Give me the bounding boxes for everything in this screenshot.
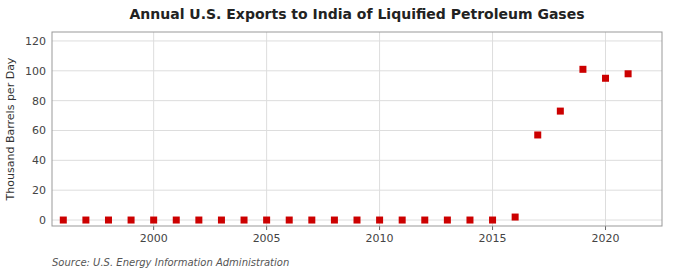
chart-svg: Annual U.S. Exports to India of Liquifie… xyxy=(0,0,675,275)
y-tick-label: 80 xyxy=(32,95,46,108)
x-tick-label: 2000 xyxy=(140,232,168,245)
point xyxy=(534,131,541,138)
x-tick xyxy=(266,226,267,230)
point xyxy=(286,217,293,224)
x-tick xyxy=(492,226,493,230)
x-tick xyxy=(153,226,154,230)
x-grid-line xyxy=(605,32,606,226)
y-grid-line xyxy=(52,130,662,131)
point xyxy=(489,217,496,224)
x-tick xyxy=(605,226,606,230)
point xyxy=(173,217,180,224)
point xyxy=(354,217,361,224)
point xyxy=(218,217,225,224)
x-tick-label: 2010 xyxy=(366,232,394,245)
point xyxy=(444,217,451,224)
source-note: Source: U.S. Energy Information Administ… xyxy=(52,257,289,268)
x-tick-label: 2020 xyxy=(592,232,620,245)
y-tick-label: 100 xyxy=(25,65,46,78)
y-tick-label: 60 xyxy=(32,124,46,137)
point xyxy=(241,217,248,224)
point xyxy=(557,108,564,115)
y-grid-line xyxy=(52,100,662,101)
point xyxy=(466,217,473,224)
y-grid-line xyxy=(52,190,662,191)
point xyxy=(308,217,315,224)
points xyxy=(60,66,632,224)
point xyxy=(331,217,338,224)
x-tick xyxy=(379,226,380,230)
point xyxy=(105,217,112,224)
y-tick-label: 0 xyxy=(39,214,46,227)
y-tick-label: 120 xyxy=(25,35,46,48)
point xyxy=(421,217,428,224)
point xyxy=(625,70,632,77)
x-grid-line xyxy=(266,32,267,226)
y-tick-label: 40 xyxy=(32,154,46,167)
y-tick-label: 20 xyxy=(32,184,46,197)
point xyxy=(579,66,586,73)
point xyxy=(602,75,609,82)
point xyxy=(82,217,89,224)
y-axis-label: Thousand Barrels per Day xyxy=(4,57,17,201)
x-tick-label: 2015 xyxy=(479,232,507,245)
point xyxy=(263,217,270,224)
x-tick-label: 2005 xyxy=(253,232,281,245)
point xyxy=(195,217,202,224)
point xyxy=(399,217,406,224)
plot-frame xyxy=(52,32,662,226)
point xyxy=(512,214,519,221)
point xyxy=(150,217,157,224)
y-grid-line xyxy=(52,70,662,71)
grid xyxy=(52,32,662,226)
x-grid-line xyxy=(492,32,493,226)
point xyxy=(128,217,135,224)
title: Annual U.S. Exports to India of Liquifie… xyxy=(129,6,584,22)
x-grid-line xyxy=(153,32,154,226)
chart-container: Annual U.S. Exports to India of Liquifie… xyxy=(0,0,675,275)
point xyxy=(376,217,383,224)
x-grid-line xyxy=(379,32,380,226)
y-grid-line xyxy=(52,160,662,161)
y-grid-line xyxy=(52,40,662,41)
point xyxy=(60,217,67,224)
